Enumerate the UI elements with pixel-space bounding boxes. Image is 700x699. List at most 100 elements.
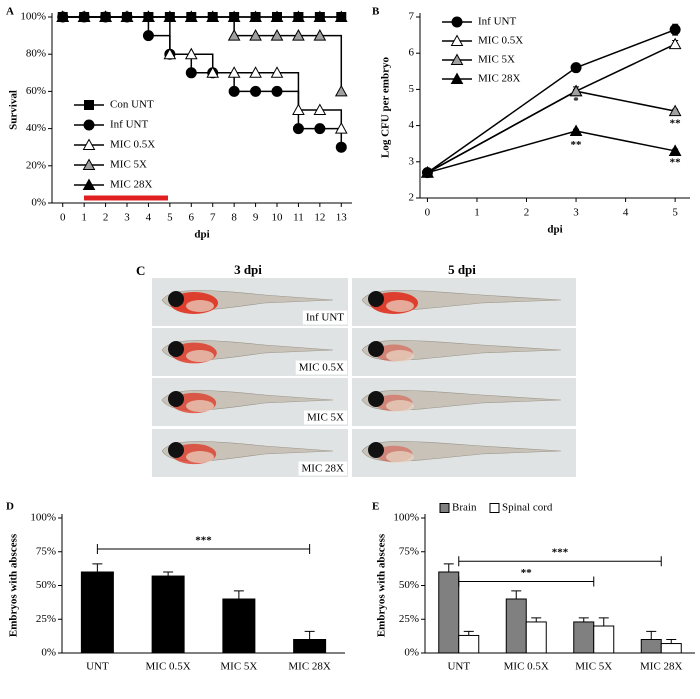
error-bar	[163, 571, 174, 577]
fish-yolk	[186, 350, 214, 362]
data-point	[313, 29, 327, 41]
y-tick-label: 50%	[399, 579, 419, 591]
legend-marker	[83, 119, 95, 131]
fish-yolk	[386, 400, 414, 412]
x-tick-label: MIC 28X	[288, 661, 331, 673]
data-point	[313, 10, 327, 22]
data-point	[184, 47, 198, 60]
x-tick-label: 2	[103, 212, 109, 224]
y-tick-label: 2	[409, 192, 415, 204]
x-tick-label: MIC 28X	[640, 661, 683, 673]
row-label: MIC 0.5X	[299, 362, 344, 374]
data-point	[249, 29, 262, 41]
data-point	[334, 10, 348, 22]
fish-eye	[168, 341, 184, 357]
fish-eye	[168, 291, 184, 307]
y-tick-label: 4	[409, 119, 415, 131]
data-point	[206, 66, 220, 78]
annotation: **	[670, 117, 682, 129]
y-axis-label: Survival	[8, 90, 20, 130]
y-tick-label: 7	[409, 11, 415, 23]
data-point	[292, 123, 304, 135]
legend-label: MIC 5X	[478, 54, 515, 66]
bar	[293, 639, 327, 654]
x-tick-label: 5	[672, 207, 678, 219]
data-point	[292, 29, 305, 41]
significance-label: **	[521, 567, 533, 579]
x-tick-label: 1	[474, 207, 480, 219]
data-point	[292, 10, 305, 22]
data-point	[271, 85, 283, 97]
error-bar	[304, 630, 315, 640]
fish-eye	[368, 391, 384, 407]
y-tick-label: 0%	[31, 197, 46, 209]
bar	[525, 621, 547, 654]
data-point	[421, 166, 434, 178]
panel-label: D	[6, 501, 14, 513]
legend-marker	[450, 72, 464, 84]
x-tick-label: 3	[573, 207, 579, 219]
data-point	[270, 66, 284, 78]
bar	[222, 598, 256, 654]
error-bar	[578, 617, 589, 622]
x-tick-label: 5	[167, 212, 173, 224]
x-tick-label: 10	[272, 212, 284, 224]
x-tick-label: 8	[231, 212, 237, 224]
legend-marker	[450, 53, 464, 65]
legend-label: MIC 28X	[478, 73, 521, 85]
column-label: 5 dpi	[448, 262, 476, 277]
row-label-bg	[304, 410, 348, 425]
x-axis-label: dpi	[547, 224, 562, 236]
y-tick-label: 3	[409, 155, 415, 167]
significance-bracket	[458, 576, 595, 587]
data-point	[77, 10, 91, 22]
row-label-bg	[298, 461, 348, 476]
error-bar	[233, 590, 244, 599]
fish-eye	[368, 442, 384, 458]
fish-eye	[168, 442, 184, 458]
legend-marker	[450, 34, 464, 46]
y-tick-label: 80%	[26, 48, 46, 60]
x-tick-label: 0	[60, 212, 66, 224]
x-tick-label: 6	[189, 212, 195, 224]
bar	[80, 571, 114, 654]
data-point	[250, 85, 262, 97]
bar	[660, 643, 682, 654]
legend-label: MIC 5X	[110, 159, 147, 171]
y-axis-label: Embryos with abscess	[376, 533, 388, 637]
annotation: **	[670, 156, 682, 168]
fish-yolk	[186, 451, 214, 463]
significance-bracket	[96, 544, 311, 555]
y-tick-label: 6	[409, 47, 415, 59]
bar	[458, 634, 480, 654]
y-tick-label: 75%	[399, 545, 419, 557]
legend-marker	[82, 178, 96, 190]
y-tick-label: 100%	[20, 11, 46, 23]
bar	[151, 575, 185, 654]
legend-marker	[451, 16, 463, 28]
x-tick-label: 11	[293, 212, 304, 224]
data-point	[668, 37, 682, 50]
x-tick-label: 13	[336, 212, 348, 224]
row-label-bg	[302, 310, 348, 325]
y-tick-label: 25%	[399, 613, 419, 625]
annotation: **	[571, 139, 583, 151]
y-axis-label: Log CFU per embryo	[380, 57, 392, 158]
data-point	[335, 141, 347, 153]
data-point	[163, 47, 177, 60]
x-tick-label: 4	[623, 207, 629, 219]
legend-label: Con UNT	[110, 99, 154, 111]
y-tick-label: 40%	[26, 122, 46, 134]
bar	[573, 621, 595, 654]
data-point	[142, 30, 154, 42]
legend-label: MIC 28X	[110, 179, 153, 191]
data-point	[334, 122, 348, 134]
fish-eye	[368, 291, 384, 307]
step-line	[277, 72, 300, 110]
x-tick-label: UNT	[447, 661, 470, 673]
fish-yolk	[186, 300, 214, 312]
legend-label: Brain	[452, 502, 477, 514]
row-label: Inf UNT	[306, 312, 344, 324]
panel-label: A	[6, 6, 14, 18]
